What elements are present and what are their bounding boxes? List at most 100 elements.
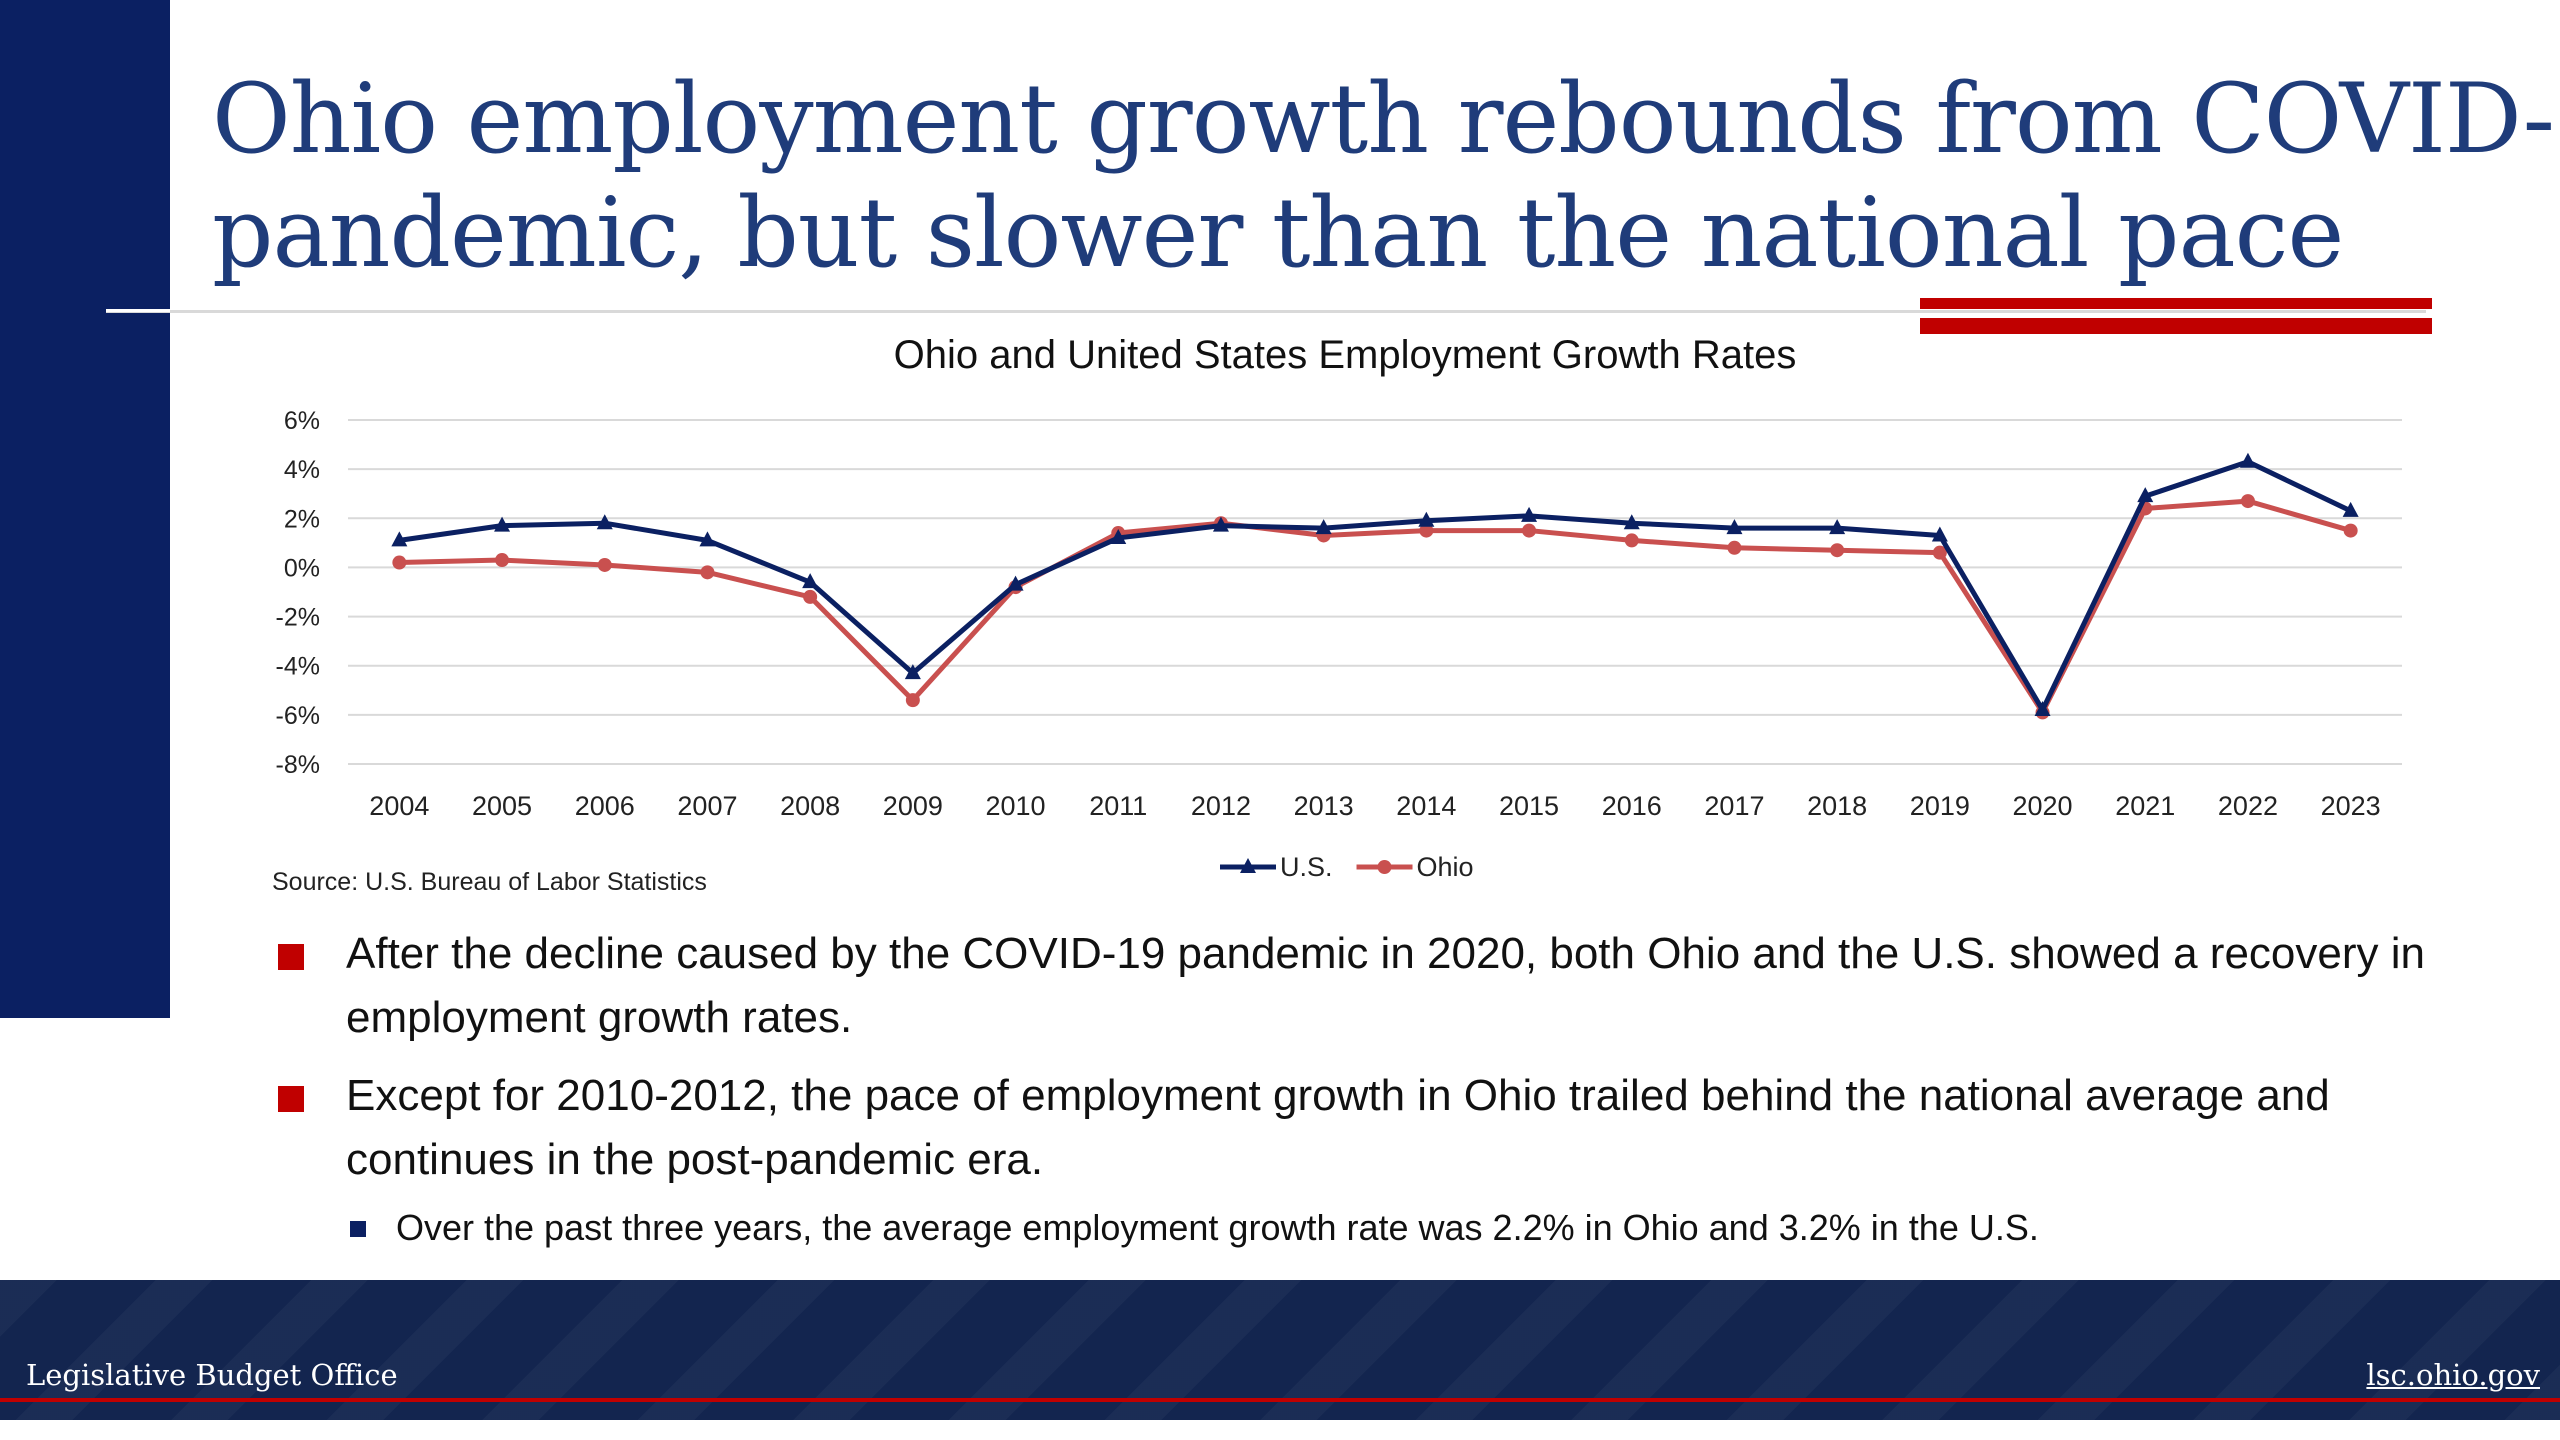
data-point-u-s [1521,506,1538,522]
data-point-u-s [2034,700,2051,716]
y-tick-label: 0% [284,554,320,582]
legend-triangle-marker-icon [1240,858,1256,873]
data-point-ohio [1419,523,1434,538]
series-u-s [391,452,2359,716]
slide-title-line-2: pandemic, but slower than the national p… [212,177,2344,289]
x-tick-label: 2019 [1910,791,1970,821]
x-tick-label: 2009 [883,791,943,821]
legend-label: U.S. [1280,852,1333,880]
y-tick-label: -6% [276,702,320,730]
navy-square-bullet-icon [350,1221,366,1237]
y-tick-label: 2% [284,505,320,533]
data-point-u-s [802,573,819,589]
x-tick-label: 2007 [677,791,737,821]
data-point-u-s [1315,519,1332,535]
red-accent-stripe-bottom [1920,318,2432,334]
data-point-ohio [1624,533,1639,548]
chart-title: Ohio and United States Employment Growth… [894,333,1797,377]
data-point-ohio [905,693,920,708]
data-point-ohio [1932,545,1947,560]
data-point-u-s [699,531,716,547]
data-point-ohio [2343,523,2358,538]
data-point-u-s [1623,514,1640,530]
slide-title: Ohio employment growth rebounds from COV… [212,62,2560,290]
chart-gridlines [348,419,2402,765]
data-point-u-s [2239,452,2256,468]
x-tick-label: 2011 [1089,791,1147,821]
x-tick-label: 2006 [575,791,635,821]
x-tick-label: 2015 [1499,791,1559,821]
x-tick-label: 2010 [986,791,1046,821]
data-point-u-s [2137,487,2154,503]
data-point-u-s [1931,526,1948,542]
slide-title-line-1: Ohio employment growth rebounds from COV… [212,63,2560,175]
title-divider-tick [106,309,170,312]
data-point-ohio [2240,494,2255,509]
x-tick-label: 2021 [2115,791,2175,821]
title-divider [106,310,2426,313]
footer-website-link[interactable]: lsc.ohio.gov [2366,1358,2540,1392]
x-tick-label: 2014 [1396,791,1456,821]
bullet-point-1: After the decline caused by the COVID-19… [278,922,2428,1050]
red-square-bullet-icon [278,944,304,970]
legend-label: Ohio [1417,852,1474,880]
left-accent-bar [0,0,170,1018]
data-point-u-s [1726,519,1743,535]
bullet-text-2: Except for 2010-2012, the pace of employ… [346,1071,2330,1184]
x-tick-label: 2022 [2218,791,2278,821]
x-tick-label: 2018 [1807,791,1867,821]
bullet-text-1: After the decline caused by the COVID-19… [346,929,2425,1042]
data-point-u-s [1007,575,1024,591]
legend-item-ohio: Ohio [1356,852,1474,880]
chart-source-note: Source: U.S. Bureau of Labor Statistics [272,868,707,896]
footer-bar [0,1280,2560,1420]
y-tick-label: -8% [276,751,320,779]
legend-item-u-s: U.S. [1220,852,1333,880]
footer-office-name: Legislative Budget Office [26,1358,398,1392]
chart-y-axis: 6% 4% 2% 0% -2% -4% -6% -8% [276,407,320,779]
red-accent-stripe-top [1920,298,2432,309]
data-point-u-s [494,516,511,532]
data-point-ohio [597,557,612,572]
data-point-u-s [391,531,408,547]
data-point-u-s [1829,519,1846,535]
data-point-u-s [596,514,613,530]
data-point-ohio [1522,523,1537,538]
data-point-u-s [1212,516,1229,532]
series-line-u-s [398,459,2352,713]
y-tick-label: -2% [276,604,320,632]
data-point-ohio [392,555,407,570]
employment-growth-chart: Ohio and United States Employment Growth… [276,333,2402,880]
y-tick-label: 6% [284,407,320,435]
x-tick-label: 2017 [1704,791,1764,821]
sub-bullet-text: Over the past three years, the average e… [396,1207,2039,1248]
x-tick-label: 2008 [780,791,840,821]
data-point-ohio [495,553,510,568]
x-tick-label: 2013 [1294,791,1354,821]
x-tick-label: 2005 [472,791,532,821]
x-tick-label: 2012 [1191,791,1251,821]
y-tick-label: -4% [276,653,320,681]
x-tick-label: 2004 [369,791,429,821]
data-point-u-s [2342,501,2359,517]
series-ohio [392,494,2358,720]
chart-x-axis: 2004 2005 2006 2007 2008 2009 2010 2011 2012 2013… [369,791,2380,821]
data-point-u-s [1418,511,1435,527]
data-point-ohio [1727,540,1742,555]
y-tick-label: 4% [284,456,320,484]
data-point-ohio [1830,543,1845,558]
chart-series [391,452,2359,720]
data-point-ohio [700,565,715,580]
data-point-u-s [904,664,921,680]
data-point-u-s [1110,528,1127,544]
data-point-ohio [803,589,818,604]
chart-legend: U.S. Ohio [1220,852,1474,880]
red-square-bullet-icon [278,1086,304,1112]
x-tick-label: 2016 [1602,791,1662,821]
footer-red-line [0,1398,2560,1402]
sub-bullet-point: Over the past three years, the average e… [350,1204,2039,1252]
x-tick-label: 2020 [2013,791,2073,821]
legend-circle-marker-icon [1377,860,1392,874]
x-tick-label: 2023 [2321,791,2381,821]
bullet-point-2: Except for 2010-2012, the pace of employ… [278,1064,2428,1192]
